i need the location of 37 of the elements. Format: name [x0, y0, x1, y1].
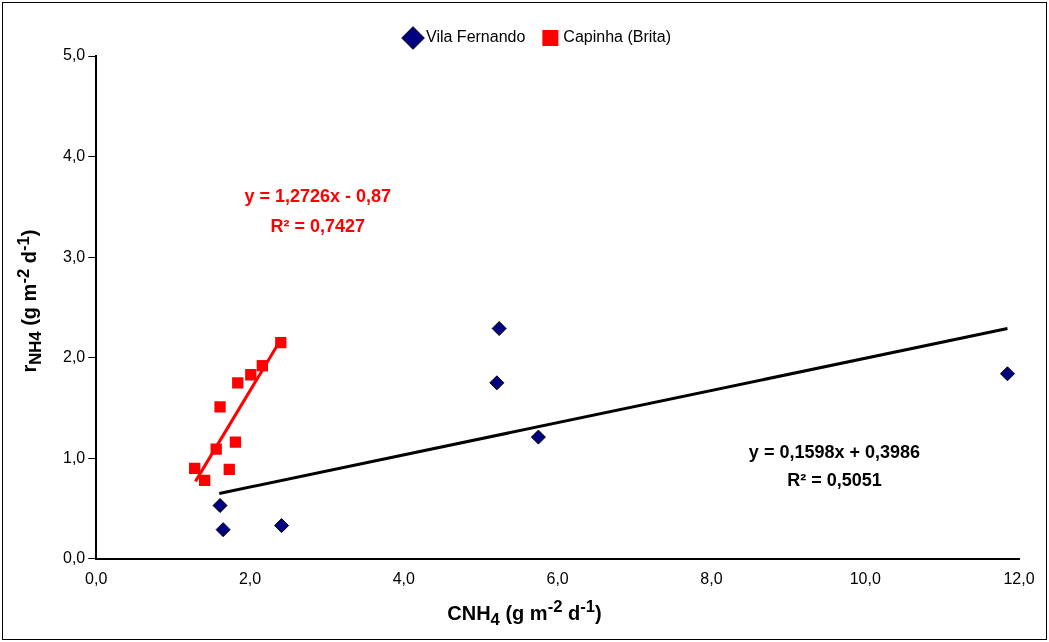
- x-tick-label: 12,0: [1003, 569, 1035, 587]
- x-tick-label: 6,0: [546, 569, 569, 587]
- point: [245, 369, 257, 381]
- point: [256, 360, 268, 372]
- point: [232, 377, 244, 389]
- point: [199, 474, 211, 487]
- annotation: R² = 0,5051: [787, 469, 882, 490]
- point: [214, 401, 226, 413]
- y-tick-label: 4,0: [62, 146, 86, 164]
- legend-label: Vila Fernando: [426, 28, 526, 46]
- x-tick-label: 8,0: [700, 569, 723, 587]
- point: [215, 522, 231, 538]
- annotation: y = 0,1598x + 0,3986: [748, 442, 921, 463]
- y-tick-label: 3,0: [62, 247, 86, 265]
- legend-label: Capinha (Brita): [563, 28, 671, 46]
- point: [491, 321, 507, 337]
- point: [229, 436, 242, 448]
- y-tick-label: 5,0: [62, 46, 86, 64]
- y-tick-label: 2,0: [62, 348, 86, 366]
- annotation: y = 1,2726x - 0,87: [244, 185, 392, 206]
- point: [530, 429, 546, 445]
- point: [223, 463, 235, 475]
- x-tick-label: 2,0: [238, 569, 262, 587]
- point: [489, 375, 505, 391]
- point: [212, 498, 228, 513]
- point: [189, 462, 201, 474]
- point: [275, 336, 287, 349]
- y-tick-label: 0,0: [62, 549, 86, 567]
- x-axis-title: CNH$_{4}$ (g m$^{-2}$ d$^{-1}$): [446, 597, 603, 630]
- point: [999, 366, 1015, 382]
- y-tick-label: 1,0: [62, 448, 86, 466]
- point: [210, 443, 222, 455]
- x-tick-label: 0,0: [85, 569, 108, 587]
- annotation: R² = 0,7427: [270, 215, 365, 236]
- x-tick-label: 4,0: [392, 569, 416, 587]
- x-tick-label: 10,0: [849, 569, 881, 587]
- point: [274, 518, 290, 534]
